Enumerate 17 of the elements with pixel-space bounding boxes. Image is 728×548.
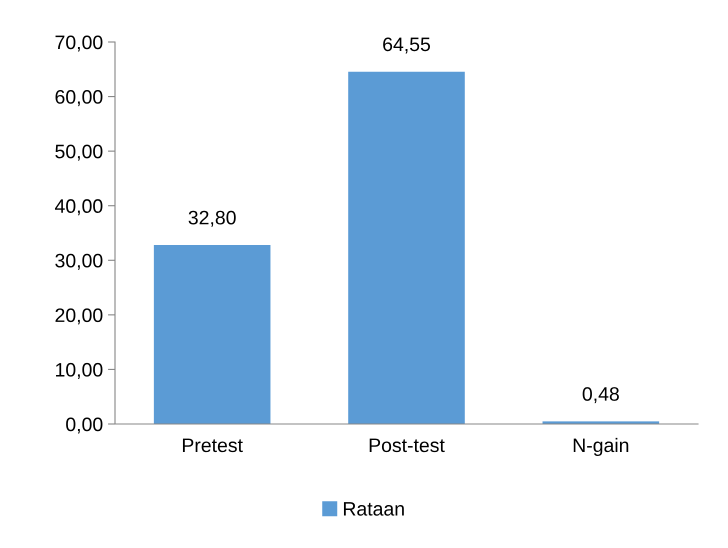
y-tick-label: 40,00 — [54, 199, 102, 216]
bar — [154, 245, 270, 424]
y-tick-label: 30,00 — [55, 254, 102, 270]
data-label: 0,48 — [582, 387, 619, 404]
x-tick-label: Pretest — [182, 438, 243, 452]
x-tick-label: N-gain — [574, 438, 628, 456]
x-tick-label: Post-test — [370, 438, 445, 452]
legend-label: Rataan — [344, 502, 404, 516]
y-tick-label: 70,00 — [56, 35, 102, 52]
y-tick-label: 20,00 — [56, 308, 102, 324]
y-tick-label: 10,00 — [56, 362, 102, 379]
data-label: 32,80 — [188, 210, 236, 227]
y-tick-label: 60,00 — [56, 90, 102, 106]
y-tick-label: 0,00 — [66, 417, 102, 434]
bar — [348, 72, 465, 424]
y-tick-label: 50,00 — [55, 144, 102, 161]
data-label: 64,55 — [383, 37, 430, 54]
